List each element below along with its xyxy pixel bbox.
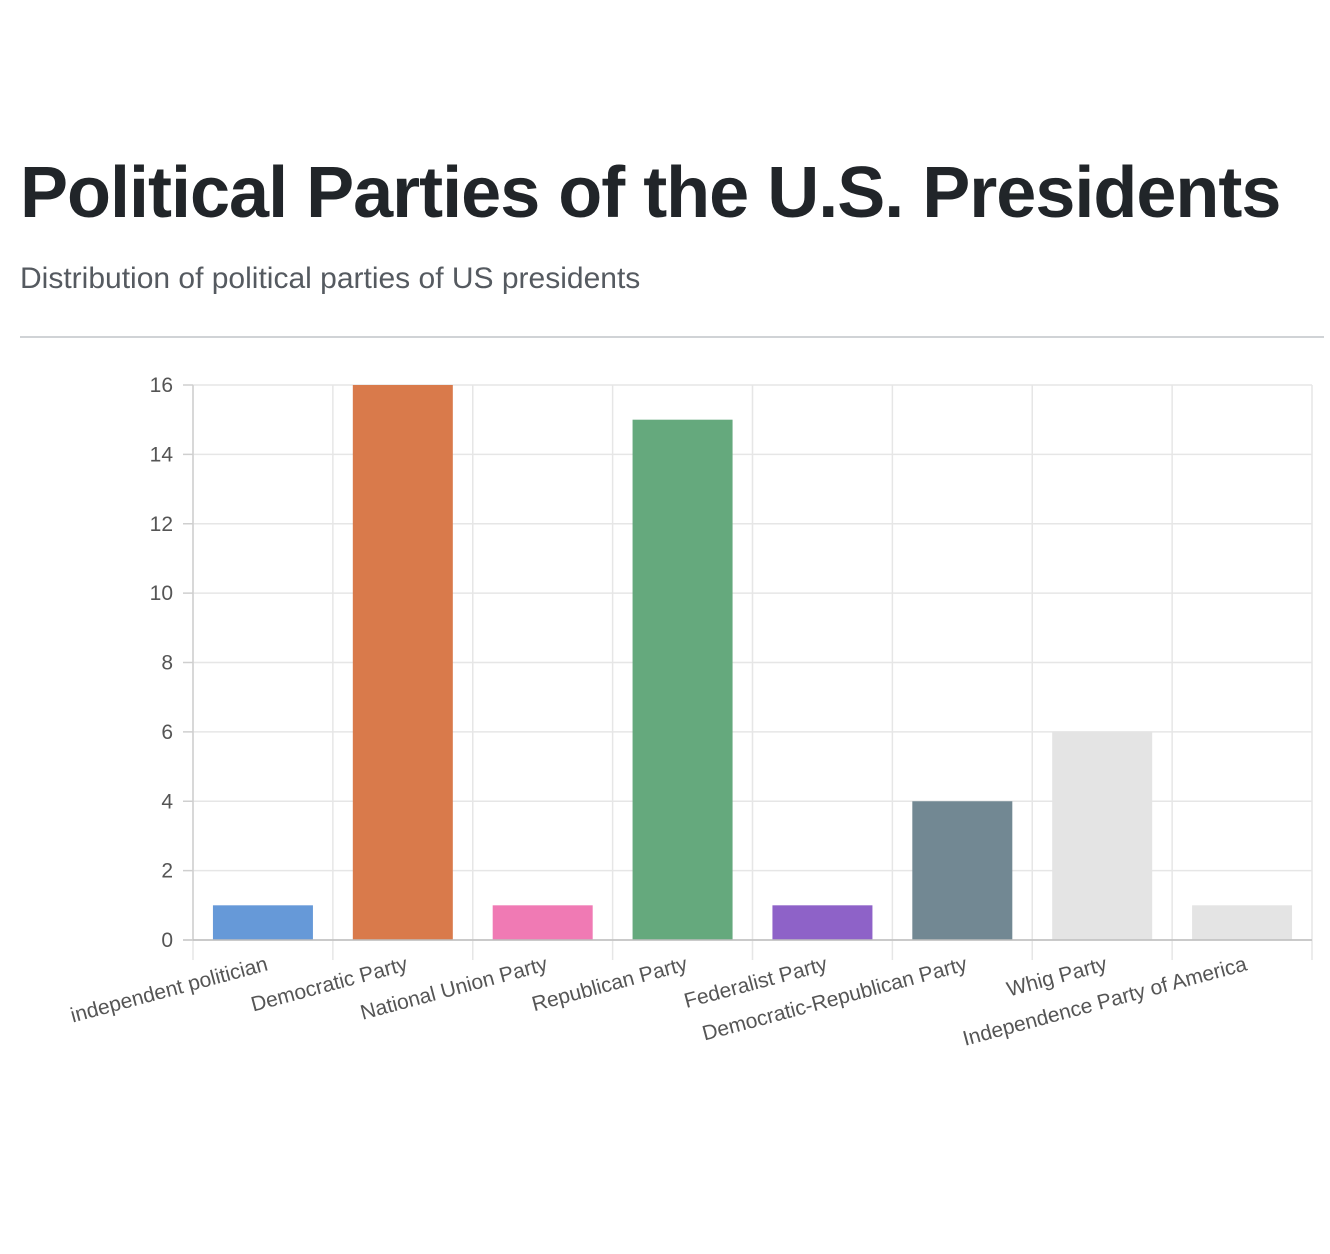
page-title: Political Parties of the U.S. Presidents (20, 153, 1281, 233)
bar-republican-party (632, 419, 733, 940)
page-subtitle: Distribution of political parties of US … (20, 262, 641, 295)
y-tick-label: 16 (150, 374, 173, 397)
chart-bars (212, 385, 1293, 940)
bar-federalist-party (772, 905, 873, 940)
x-tick-label: Republican Party (529, 952, 690, 1016)
bar-independent-politician (212, 905, 313, 940)
bar-whig-party (1052, 731, 1153, 940)
bar-democratic-republican-party (912, 801, 1013, 940)
y-tick-label: 10 (150, 582, 173, 605)
y-tick-label: 2 (161, 860, 173, 883)
y-tick-label: 8 (161, 652, 173, 675)
y-tick-label: 14 (150, 443, 174, 466)
y-axis-ticks: 0 2 4 6 8 10 12 14 16 (150, 374, 193, 952)
y-tick-label: 6 (161, 721, 173, 744)
bar-democratic-party (352, 385, 453, 940)
bar-national-union-party (492, 905, 593, 940)
bar-independence-party-of-america (1192, 905, 1293, 940)
y-tick-label: 4 (161, 790, 173, 813)
x-tick-label: independent politician (68, 953, 270, 1028)
y-tick-label: 0 (161, 929, 173, 952)
divider (20, 336, 1324, 338)
y-tick-label: 12 (150, 513, 173, 536)
x-tick-label: Democratic-Republican Party (700, 952, 970, 1045)
